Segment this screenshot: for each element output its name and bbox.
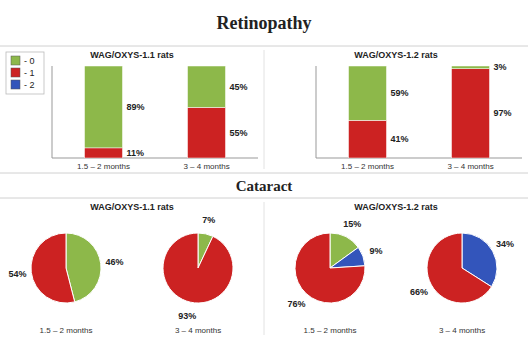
divider: [0, 46, 528, 47]
bar-segment: [349, 66, 387, 120]
data-label: 54%: [8, 269, 26, 279]
bar-segment: [188, 66, 226, 107]
bar-segment: [452, 69, 490, 158]
data-label: 15%: [343, 219, 361, 229]
bar-segment: [349, 120, 387, 158]
divider: [264, 50, 265, 169]
data-label: 3%: [494, 62, 507, 72]
data-label: 45%: [230, 82, 248, 92]
bars: [349, 66, 490, 158]
subtitle: WAG/OXYS-1.2 rats: [354, 50, 438, 60]
y-axis-line: [52, 66, 53, 158]
pie-chart: 7% 93% 3 – 4 months: [163, 215, 233, 335]
pie-chart: WAG/OXYS-1.2 rats 15% 9% 76% 1.5 – 2 months: [287, 202, 437, 335]
pie-caption: 3 – 4 months: [175, 326, 221, 335]
pie-slice: [330, 247, 365, 268]
data-label: 93%: [178, 311, 196, 321]
data-label: 46%: [106, 257, 124, 267]
pie-caption: 3 – 4 months: [439, 326, 485, 335]
pie-slice: [427, 233, 492, 303]
legend-label: - 0: [24, 56, 35, 66]
legend-label: - 1: [24, 68, 35, 78]
data-label: 11%: [127, 148, 145, 158]
bars: [85, 66, 226, 158]
x-axis-line: [52, 158, 258, 159]
data-labels: 11% 89% 55% 45%: [127, 82, 248, 158]
pie-slice: [31, 233, 75, 303]
bar-chart: WAG/OXYS-1.2 rats 41% 59% 97% 3% 1.5 – 2 mont…: [316, 50, 522, 171]
data-label: 41%: [391, 134, 409, 144]
bar-segment: [85, 66, 123, 148]
pie-slice: [295, 233, 365, 303]
subtitle: WAG/OXYS-1.2 rats: [354, 202, 438, 212]
x-tick-label: 1.5 – 2 months: [77, 162, 130, 171]
pie-chart: 34% 66% 3 – 4 months: [410, 233, 514, 335]
legend-swatch: [11, 80, 20, 89]
data-label: 7%: [202, 215, 215, 225]
y-axis-line: [316, 66, 317, 158]
legend-swatch: [11, 68, 20, 77]
data-label: 89%: [127, 102, 145, 112]
x-tick-label: 3 – 4 months: [183, 162, 229, 171]
background: [0, 0, 528, 339]
data-labels: 41% 59% 97% 3%: [391, 62, 512, 144]
legend-box: [6, 52, 44, 94]
data-label: 9%: [370, 246, 383, 256]
bar-chart: Retinopathy WAG/OXYS-1.1 rats 11% 89% 55% 45%…: [6, 13, 312, 171]
data-label: 34%: [496, 239, 514, 249]
x-tick-label: 3 – 4 months: [447, 162, 493, 171]
x-axis-line: [316, 158, 522, 159]
x-tick-label: 1.5 – 2 months: [341, 162, 394, 171]
legend: - 0 - 1 - 2: [6, 52, 44, 94]
pie-slice: [163, 233, 233, 303]
data-label: 59%: [391, 88, 409, 98]
figure: Retinopathy WAG/OXYS-1.1 rats 11% 89% 55% 45%…: [0, 0, 528, 339]
bar-segment: [188, 107, 226, 158]
subtitle: WAG/OXYS-1.1 rats: [90, 202, 174, 212]
data-label: 55%: [230, 128, 248, 138]
data-label: 76%: [287, 299, 305, 309]
data-label: 97%: [494, 108, 512, 118]
legend-label: - 2: [24, 80, 35, 90]
divider: [264, 202, 265, 335]
divider: [0, 198, 528, 199]
bar-segment: [85, 148, 123, 158]
divider: [0, 173, 528, 174]
legend-swatch: [11, 56, 20, 65]
bar-segment: [452, 66, 490, 69]
data-label: 66%: [410, 287, 428, 297]
section-title: Cataract: [236, 178, 293, 194]
pie-caption: 1.5 – 2 months: [40, 326, 93, 335]
subtitle: WAG/OXYS-1.1 rats: [90, 50, 174, 60]
section-title: Retinopathy: [216, 13, 311, 33]
pie-chart: Cataract WAG/OXYS-1.1 rats 46% 54% 1.5 – 2 m…: [8, 178, 292, 336]
pie-caption: 1.5 – 2 months: [304, 326, 357, 335]
